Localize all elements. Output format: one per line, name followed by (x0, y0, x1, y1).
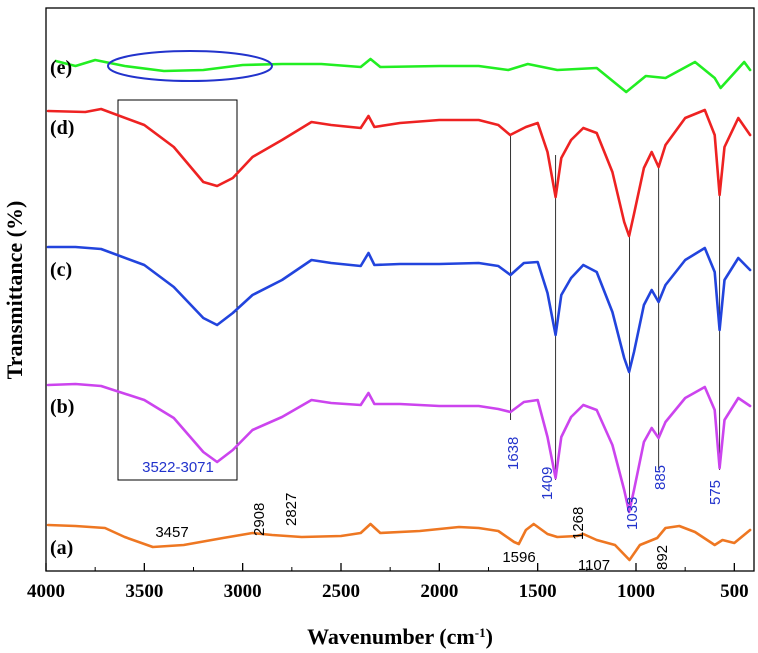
marker-label-885: 885 (652, 465, 669, 490)
x-tick-label: 500 (720, 581, 749, 602)
highlight-box (117, 99, 238, 481)
marker-label-575: 575 (707, 480, 724, 505)
peak-label-3457: 3457 (155, 524, 188, 541)
peak-label-1268: 1268 (570, 507, 587, 540)
peak-label-1596: 1596 (502, 549, 535, 566)
series-line-a (46, 522, 752, 562)
peak-label-2908: 2908 (251, 503, 268, 536)
curve-label-b: (b) (50, 396, 74, 418)
x-tick-label: 1500 (519, 581, 557, 602)
x-axis-title-sup: -1 (475, 625, 486, 640)
curve-label-d: (d) (50, 117, 74, 139)
series-line-e (54, 57, 752, 94)
x-tick-label: 1000 (617, 581, 655, 602)
peak-annotations: 3522-3071 1638 1409 1033 885 575 3457 2908 2827 1… (142, 437, 724, 574)
marker-label-1409: 1409 (539, 467, 556, 500)
curve-label-e: (e) (50, 57, 72, 79)
x-tick-label: 2000 (420, 581, 458, 602)
x-axis-ticks: 4000 3500 3000 2500 2000 1500 1000 500 (27, 563, 749, 602)
curve-label-c: (c) (50, 259, 72, 281)
x-tick-label: 2500 (322, 581, 360, 602)
series-line-b (46, 382, 752, 514)
series-line-c (46, 245, 752, 374)
x-tick-label: 4000 (27, 581, 65, 602)
x-tick-label: 3500 (125, 581, 163, 602)
curve-labels: (e) (d) (c) (b) (a) (50, 57, 74, 559)
series-line-d (46, 107, 752, 238)
peak-label-1107: 1107 (578, 557, 610, 574)
y-axis-title: Transmittance (%) (2, 201, 27, 380)
peak-label-2827: 2827 (283, 493, 300, 526)
x-axis-title: Wavenumber (cm-1) (307, 624, 493, 649)
curve-label-a: (a) (50, 537, 73, 559)
range-label: 3522-3071 (142, 459, 214, 476)
peak-label-892: 892 (654, 545, 671, 570)
marker-label-1638: 1638 (505, 437, 522, 470)
plot-frame (45, 7, 755, 572)
marker-label-1033: 1033 (624, 497, 641, 530)
oh-region-ellipse (107, 50, 273, 82)
x-tick-label: 3000 (224, 581, 262, 602)
series-layer (46, 57, 752, 562)
